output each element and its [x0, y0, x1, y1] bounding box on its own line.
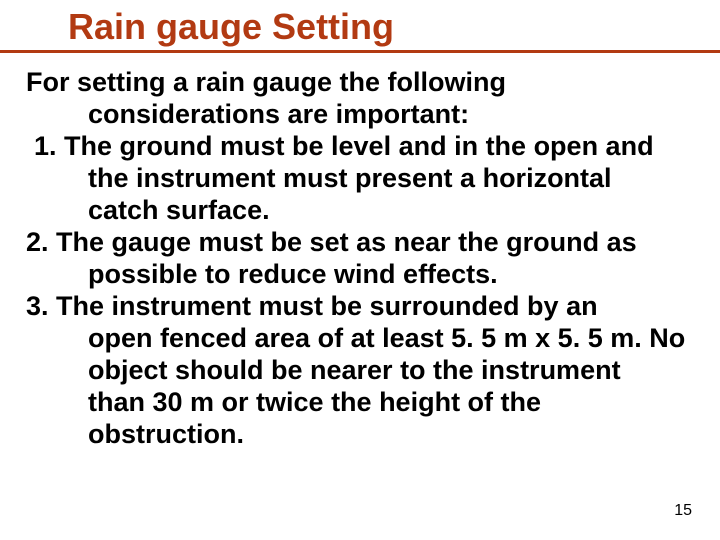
body-line: For setting a rain gauge the following [26, 66, 688, 98]
body-line: 1. The ground must be level and in the o… [26, 130, 688, 162]
body-line: obstruction. [26, 418, 688, 450]
title-underline [0, 50, 720, 53]
body-line: catch surface. [26, 194, 688, 226]
body-line: considerations are important: [26, 98, 688, 130]
body-line: the instrument must present a horizontal [26, 162, 688, 194]
body-line: open fenced area of at least 5. 5 m x 5.… [26, 322, 688, 354]
slide-title: Rain gauge Setting [68, 6, 394, 48]
body-line: possible to reduce wind effects. [26, 258, 688, 290]
body-line: object should be nearer to the instrumen… [26, 354, 688, 386]
page-number: 15 [674, 502, 692, 520]
slide: Rain gauge Setting For setting a rain ga… [0, 0, 720, 540]
body-line: 2. The gauge must be set as near the gro… [26, 226, 688, 258]
slide-body: For setting a rain gauge the following c… [26, 66, 688, 450]
body-line: 3. The instrument must be surrounded by … [26, 290, 688, 322]
body-line: than 30 m or twice the height of the [26, 386, 688, 418]
